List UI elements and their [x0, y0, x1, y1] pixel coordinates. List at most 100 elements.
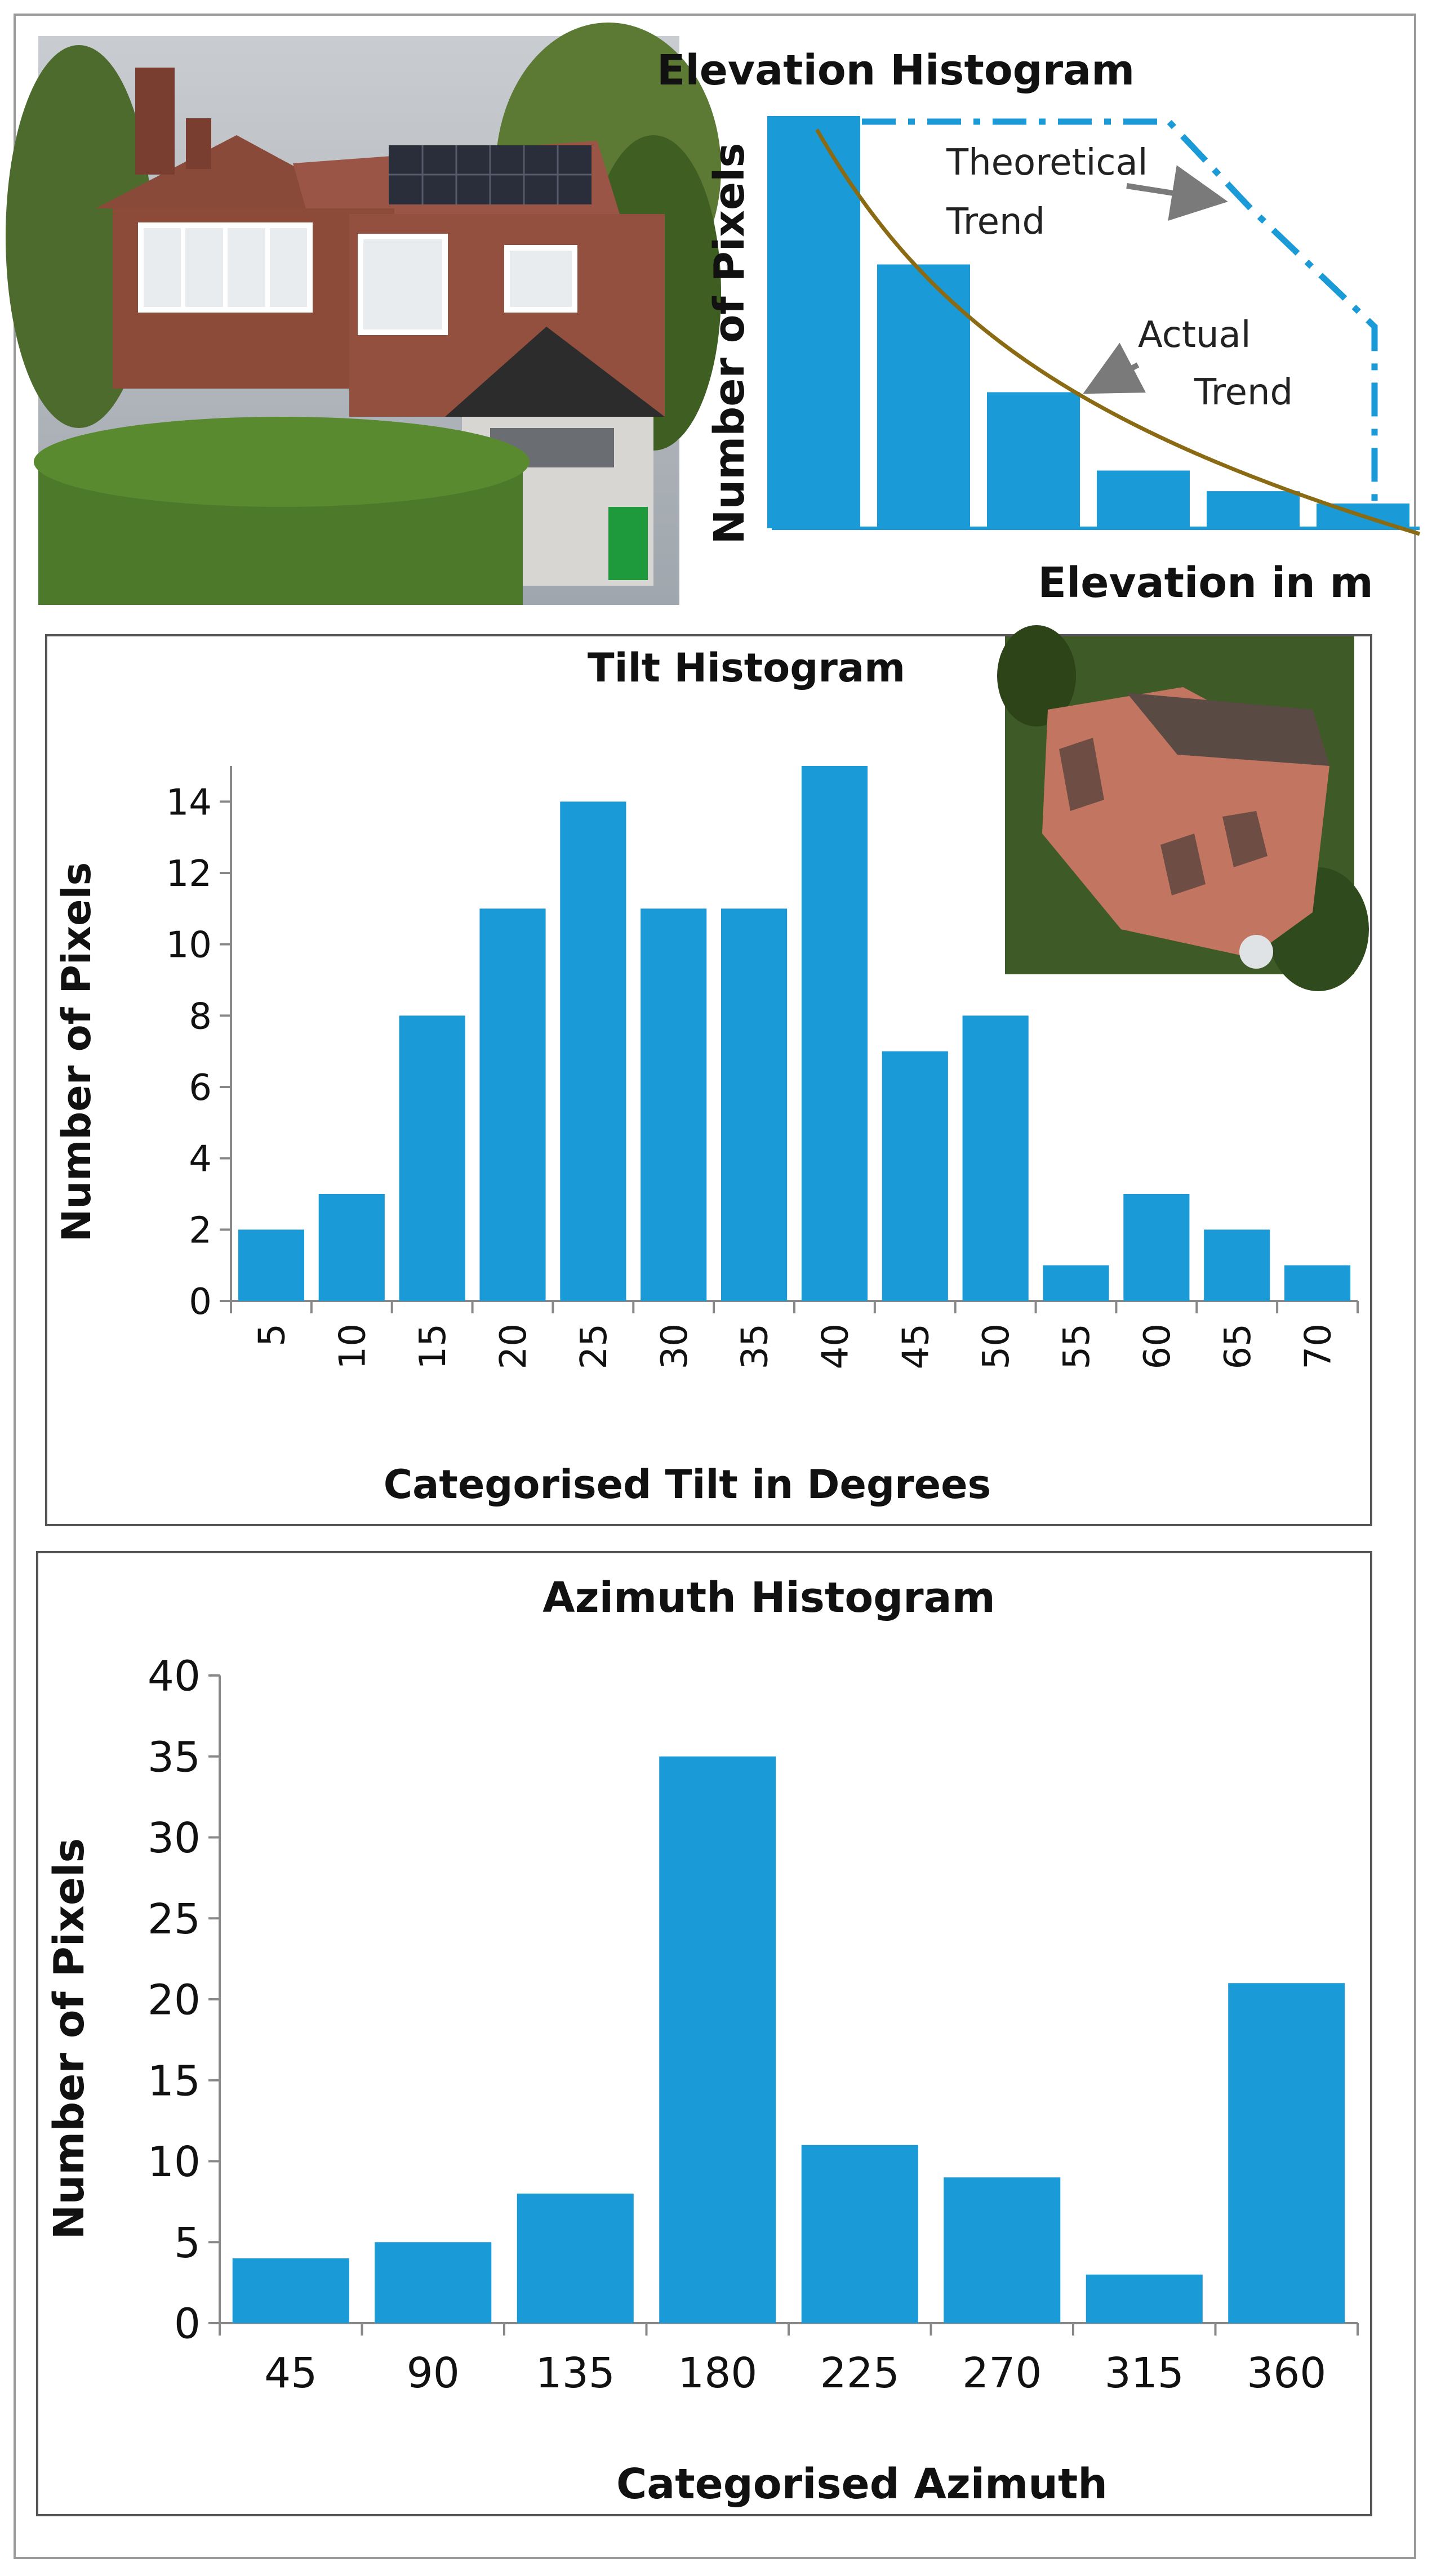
- tilt-y-tick-label: 10: [166, 925, 212, 966]
- tilt-bar-60: [1123, 1194, 1190, 1301]
- tilt-bar-70: [1284, 1265, 1351, 1301]
- azimuth-axes: [208, 1674, 1359, 2336]
- tilt-x-tick-label: 50: [976, 1323, 1017, 1369]
- azi-y-tick-label: 30: [148, 1814, 201, 1862]
- azi-x-tick-label: 135: [536, 2349, 615, 2397]
- tilt-bar-45: [882, 1051, 948, 1301]
- tilt-y-ticks: 0 2 4 6 8 10 12 14: [166, 782, 212, 1323]
- figure-frame: [14, 14, 1416, 2559]
- tilt-bar-5: [238, 1229, 304, 1301]
- tilt-x-tick-label: 10: [332, 1323, 373, 1369]
- tilt-y-tick-label: 14: [166, 782, 212, 823]
- elevation-bar-0: [767, 116, 860, 528]
- actual-label-line2: Trend: [1194, 372, 1293, 413]
- tilt-x-tick-label: 20: [493, 1323, 535, 1369]
- tilt-x-tick-label: 30: [654, 1323, 696, 1369]
- tilt-y-tick-label: 2: [189, 1210, 212, 1251]
- azi-x-tick-label: 180: [678, 2349, 757, 2397]
- azi-y-tick-label: 35: [148, 1733, 201, 1781]
- azi-y-tick-label: 20: [148, 1976, 201, 2025]
- tilt-x-tick-label: 55: [1056, 1323, 1098, 1369]
- azi-bar-360: [1228, 1983, 1345, 2323]
- azimuth-ylabel: Number of Pixels: [45, 1838, 94, 2240]
- tilt-bar-40: [801, 766, 868, 1301]
- tilt-y-tick-label: 6: [189, 1067, 212, 1109]
- tilt-x-tick-label: 65: [1217, 1323, 1259, 1369]
- tilt-bar-25: [560, 801, 626, 1301]
- tilt-x-tick-label: 35: [735, 1323, 776, 1369]
- tilt-x-tick-label: 45: [895, 1323, 937, 1369]
- tilt-bar-65: [1204, 1229, 1270, 1301]
- tilt-x-tick-label: 25: [573, 1323, 615, 1369]
- tilt-xlabel: Categorised Tilt in Degrees: [384, 1461, 991, 1508]
- azi-y-tick-label: 10: [148, 2138, 201, 2186]
- azi-bar-270: [944, 2177, 1061, 2323]
- elevation-ylabel: Number of Pixels: [705, 143, 754, 545]
- azimuth-xlabel: Categorised Azimuth: [616, 2460, 1108, 2508]
- elevation-title: Elevation Histogram: [657, 46, 1135, 95]
- azi-x-tick-label: 315: [1105, 2349, 1184, 2397]
- house-photo: [6, 23, 721, 605]
- azi-bar-225: [801, 2145, 918, 2323]
- tilt-bars: [238, 766, 1351, 1301]
- azi-y-tick-label: 0: [174, 2300, 201, 2348]
- actual-arrow: [1083, 342, 1146, 394]
- tilt-bar-50: [962, 1015, 1029, 1301]
- tilt-x-tick-label: 40: [815, 1323, 856, 1369]
- tilt-bar-55: [1043, 1265, 1109, 1301]
- tilt-bar-30: [641, 908, 707, 1301]
- tilt-x-tick-label: 70: [1298, 1323, 1340, 1369]
- azimuth-bars: [232, 1756, 1345, 2323]
- actual-trend-curve: [815, 128, 1421, 536]
- elevation-histogram: Elevation Histogram Number of Pixels Ele…: [657, 46, 1421, 607]
- elevation-bar-3: [1097, 470, 1190, 528]
- elevation-xlabel: Elevation in m: [1038, 559, 1373, 607]
- tilt-x-tick-label: 15: [412, 1323, 454, 1369]
- elevation-bar-4: [1207, 491, 1300, 528]
- elevation-bar-2: [987, 392, 1080, 528]
- tilt-x-ticks: 5 10 15 20 25 30 35 40 45 50 55 60 65 70: [251, 1323, 1339, 1369]
- tilt-bar-10: [318, 1194, 385, 1301]
- tilt-y-tick-label: 4: [189, 1139, 212, 1180]
- actual-label-line1: Actual: [1138, 314, 1251, 356]
- azi-x-tick-label: 90: [407, 2349, 460, 2397]
- azi-bar-315: [1086, 2274, 1203, 2323]
- tilt-y-tick-label: 12: [166, 853, 212, 895]
- azi-x-tick-label: 45: [264, 2349, 317, 2397]
- azi-bar-90: [375, 2242, 492, 2323]
- tilt-ylabel: Number of Pixels: [54, 862, 100, 1242]
- tilt-bar-20: [479, 908, 546, 1301]
- theoretical-arrow: [1126, 165, 1228, 221]
- azi-y-tick-label: 25: [148, 1895, 201, 1944]
- azi-bar-135: [517, 2194, 634, 2323]
- azi-bar-180: [659, 1756, 776, 2323]
- tilt-x-tick-label: 60: [1137, 1323, 1178, 1369]
- tilt-y-tick-label: 0: [189, 1281, 212, 1323]
- azimuth-histogram: Azimuth Histogram Number of Pixels Categ…: [45, 1574, 1359, 2508]
- azi-y-tick-label: 15: [148, 2057, 201, 2105]
- azimuth-x-ticks: 45 90 135 180 225 270 315 360: [264, 2349, 1326, 2397]
- azi-bar-45: [232, 2258, 349, 2323]
- theoretical-trend-line: [862, 118, 1378, 529]
- theoretical-label-line1: Theoretical: [946, 142, 1148, 184]
- elevation-bar-1: [877, 264, 970, 528]
- elevation-bars: [767, 116, 1409, 528]
- azi-y-tick-label: 5: [174, 2219, 201, 2267]
- azi-x-tick-label: 225: [820, 2349, 900, 2397]
- tilt-y-tick-label: 8: [189, 996, 212, 1037]
- azimuth-title: Azimuth Histogram: [542, 1574, 995, 1622]
- tilt-bar-15: [399, 1015, 465, 1301]
- tilt-bar-35: [721, 908, 788, 1301]
- aerial-photo: [997, 625, 1369, 991]
- azimuth-panel-border: [36, 1551, 1372, 2516]
- azi-x-tick-label: 360: [1247, 2349, 1326, 2397]
- tilt-panel-border: [45, 634, 1372, 1526]
- tilt-title: Tilt Histogram: [588, 645, 905, 691]
- azi-y-tick-label: 40: [148, 1652, 201, 1701]
- tilt-histogram: Tilt Histogram Number of Pixels Categori…: [54, 645, 1359, 1508]
- theoretical-label-line2: Trend: [946, 201, 1045, 243]
- tilt-x-tick-label: 5: [251, 1323, 293, 1347]
- azimuth-y-ticks: 0 5 10 15 20 25 30 35 40: [148, 1652, 201, 2348]
- azi-x-tick-label: 270: [962, 2349, 1042, 2397]
